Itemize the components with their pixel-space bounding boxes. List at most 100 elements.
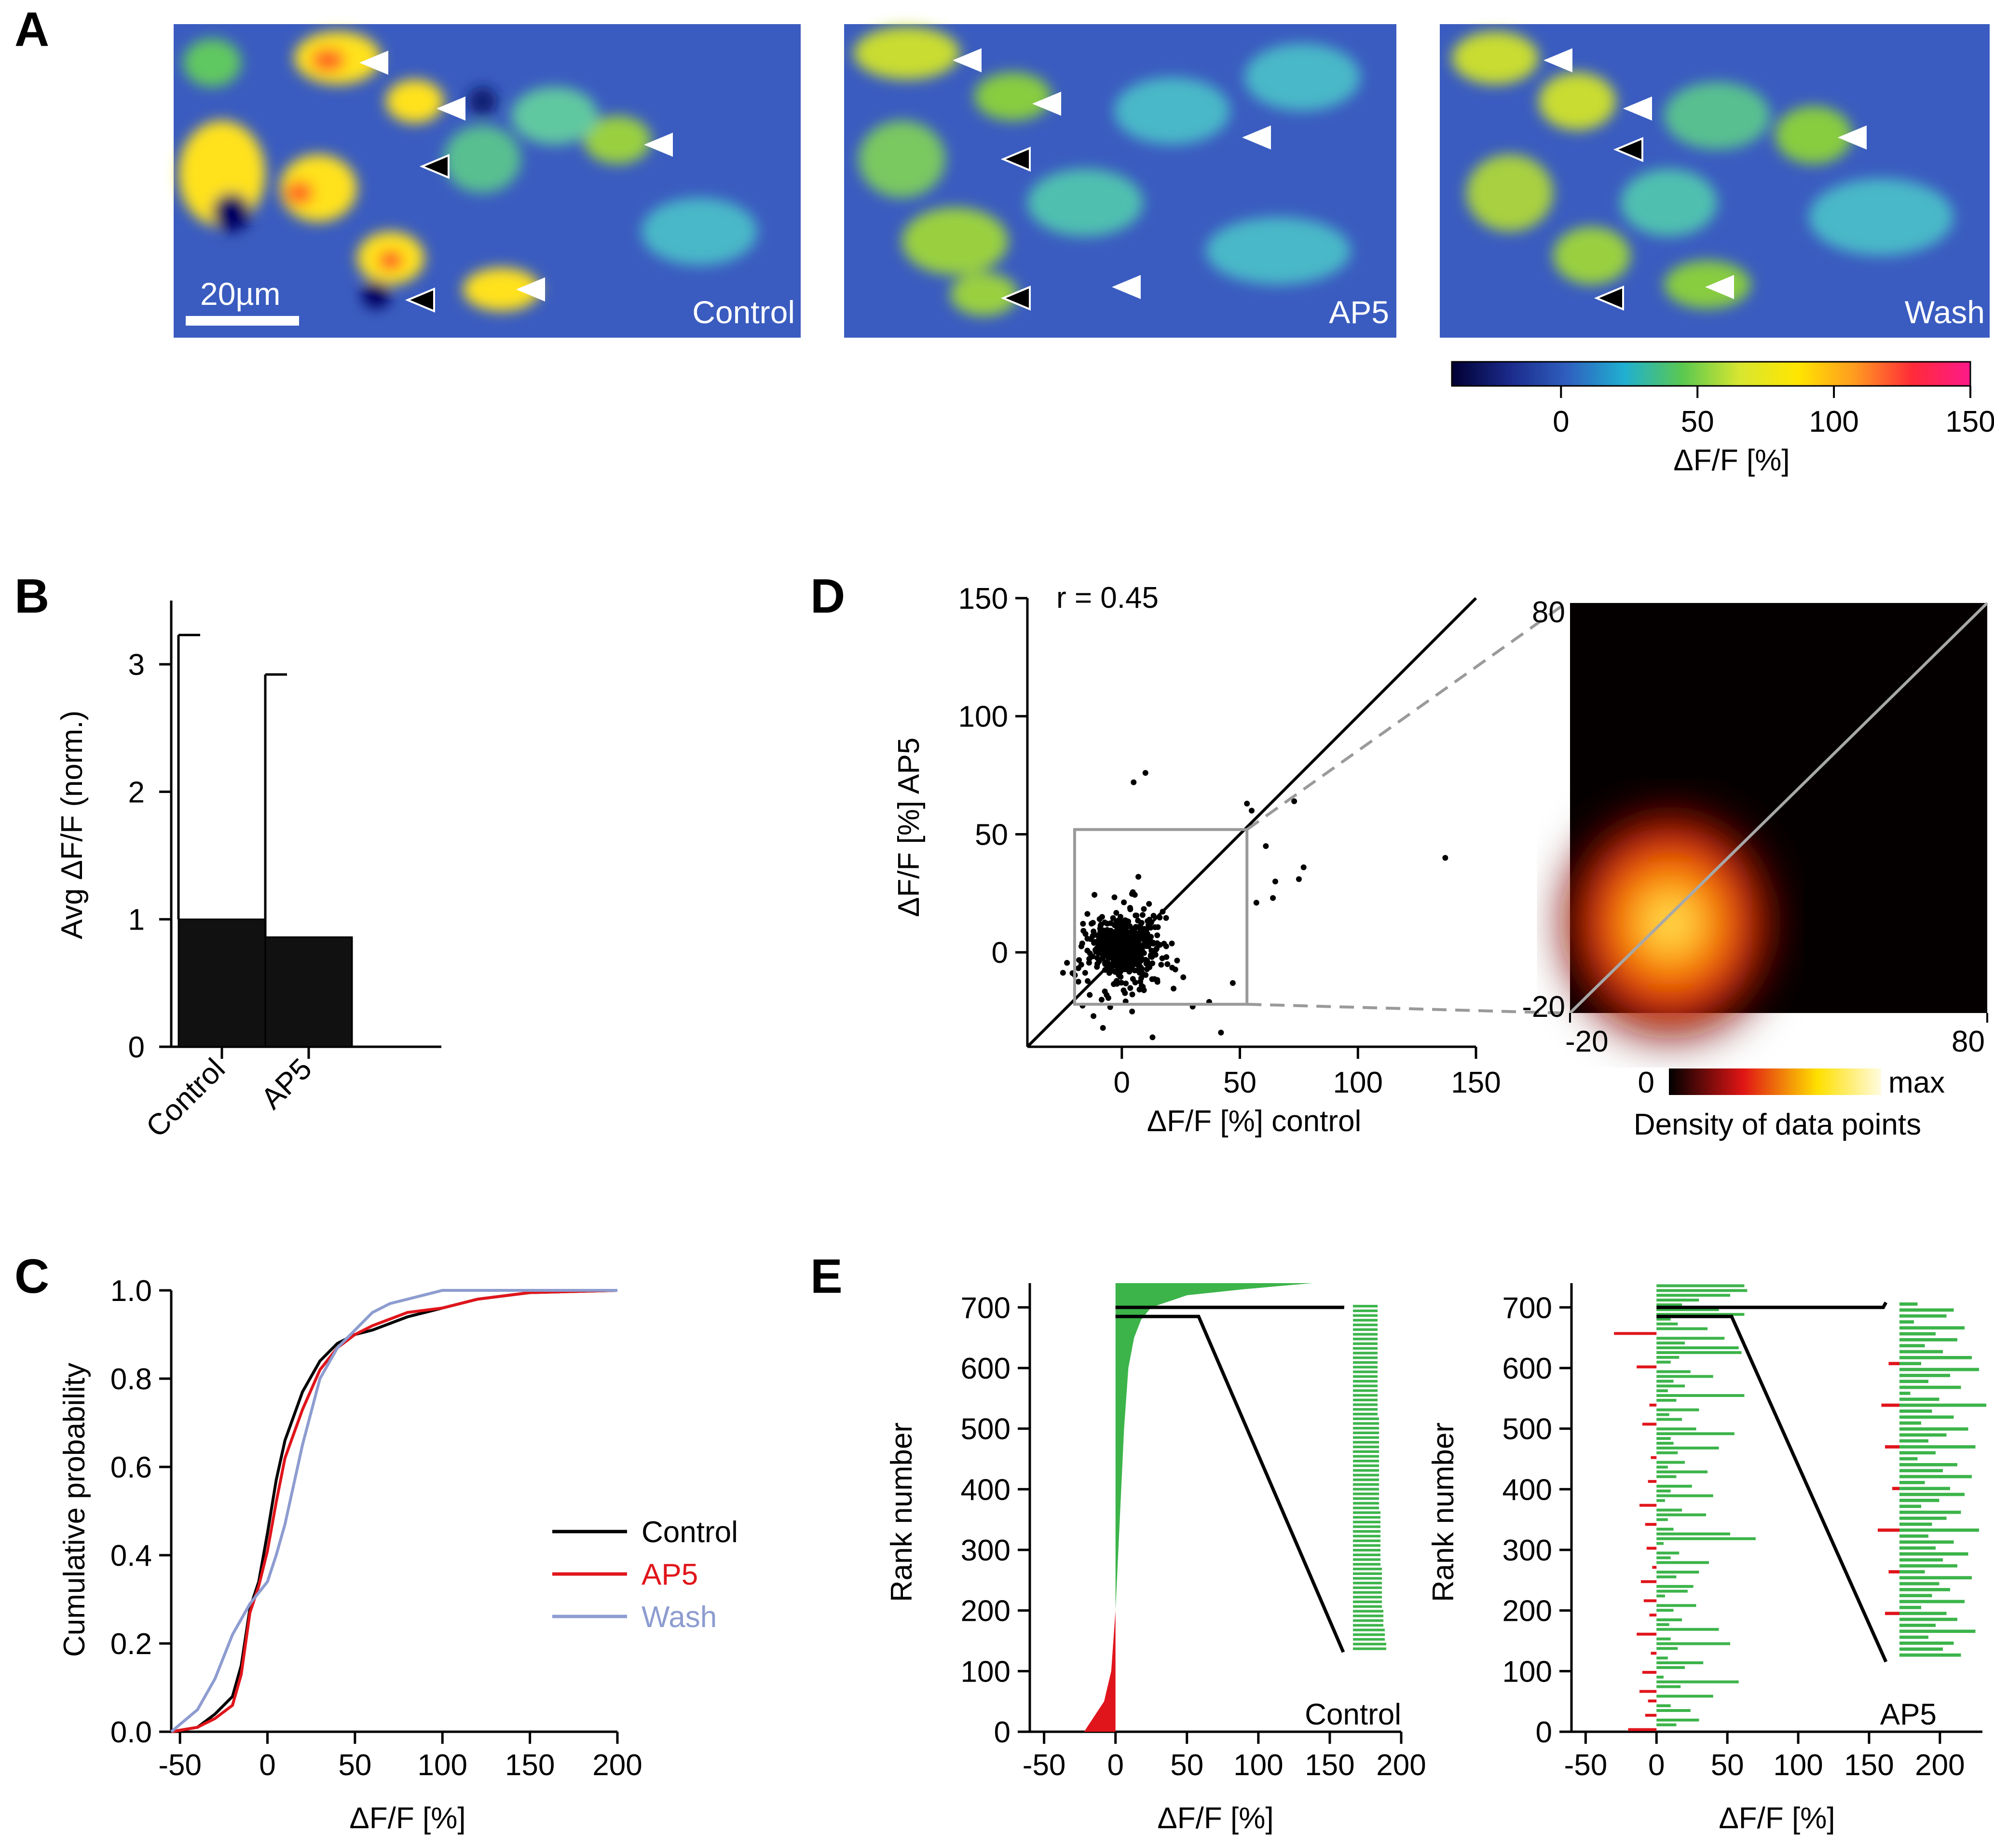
inset-bar: [1899, 1570, 1925, 1574]
x-tick-label: -20: [1565, 1025, 1609, 1058]
scatter-point: [1249, 808, 1255, 814]
inset-bar: [1899, 1457, 1918, 1461]
rank-bar-positive: [1656, 1303, 1682, 1306]
image-ap5-blobs: [854, 27, 1360, 316]
rank-bar-positive: [1656, 1294, 1731, 1297]
scatter-point: [1163, 915, 1169, 921]
rank-bar-positive: [1656, 1489, 1671, 1492]
scatter-point: [1154, 945, 1160, 952]
rank-bar-positive: [1656, 1384, 1685, 1388]
scatter-point: [1442, 855, 1448, 861]
scatter-point: [1087, 992, 1093, 998]
density-legend-bar: [1669, 1068, 1881, 1095]
inset-bar: [1899, 1653, 1961, 1657]
inset-bar-negative: [1888, 1362, 1899, 1366]
rank-bar-positive: [1656, 1441, 1674, 1445]
scatter-point: [1080, 928, 1087, 934]
scatter-point: [1114, 961, 1120, 968]
inset-bar: [1899, 1439, 1928, 1443]
black-arrowhead: [419, 153, 450, 179]
series-ap5-line: [171, 1289, 618, 1733]
scatter-point: [1135, 932, 1141, 938]
scatter-point: [1122, 990, 1128, 996]
panel-e-ap5-rank: -50 0 50 100 150 200 0 100 200 300 400 500 600 700 ΔF/…: [1427, 1283, 1986, 1835]
rank-bar-positive: [1656, 1642, 1731, 1645]
inset-bar: [1899, 1558, 1943, 1562]
black-arrowhead: [1594, 285, 1624, 311]
rank-bar-positive: [1656, 1628, 1719, 1631]
rank-bar-positive: [1656, 1389, 1668, 1393]
scatter-point: [1127, 923, 1133, 929]
rank-bar-positive: [1656, 1451, 1678, 1454]
x-tick-label: 150: [1305, 1749, 1354, 1782]
inset-bar: [1899, 1397, 1939, 1401]
y-axis-label: ΔF/F [%] AP5: [892, 738, 926, 917]
panel-letter-d: D: [810, 569, 845, 623]
density-legend-min: 0: [1638, 1066, 1654, 1099]
rank-bar-positive: [1656, 1380, 1674, 1383]
scatter-point: [1111, 894, 1118, 901]
scatter-point: [1091, 1013, 1097, 1019]
x-tick-label: 80: [1952, 1025, 1985, 1058]
scatter-point: [1119, 960, 1125, 966]
scatter-point: [1129, 991, 1135, 998]
y-tick-label: 150: [958, 582, 1008, 616]
inset-bar: [1899, 1368, 1979, 1371]
x-tick-label: AP5: [255, 1052, 318, 1116]
inset-bar: [1353, 1426, 1379, 1430]
y-tick-label: 100: [1502, 1655, 1552, 1688]
inset-bar: [1353, 1436, 1379, 1439]
legend-label-ap5: AP5: [642, 1558, 698, 1591]
scatter-point: [1158, 961, 1164, 968]
inset-bar: [1899, 1635, 1928, 1639]
scatter-point: [1100, 927, 1106, 933]
inset-bar: [1899, 1624, 1936, 1627]
rank-bar-positive: [1656, 1718, 1699, 1722]
scatter-point: [1104, 920, 1110, 927]
x-tick-label: Control: [140, 1052, 232, 1144]
x-tick-label: 100: [418, 1749, 467, 1782]
scatter-point: [1180, 974, 1187, 980]
inset-bar: [1353, 1398, 1378, 1401]
density-identity-line: [1569, 602, 1989, 1014]
inset-bar: [1899, 1492, 1965, 1496]
scatter-point: [1109, 936, 1115, 942]
inset-bar: [1899, 1528, 1979, 1532]
colorbar-tick-label: 50: [1681, 405, 1714, 438]
scatter-point: [1136, 970, 1143, 976]
rank-bar-negative: [1637, 1632, 1657, 1636]
x-axis-label: ΔF/F [%]: [349, 1802, 465, 1835]
inset-bar: [1899, 1499, 1939, 1502]
inset-bar: [1899, 1505, 1921, 1508]
rank-bar-positive: [1656, 1342, 1685, 1345]
scatter-point: [1130, 976, 1136, 982]
white-arrowhead: [1838, 125, 1867, 150]
inset-bar: [1353, 1610, 1383, 1613]
density-legend-label: Density of data points: [1634, 1108, 1921, 1141]
y-tick-label: -20: [1522, 990, 1565, 1024]
y-tick-label: 0.6: [110, 1451, 152, 1484]
scatter-point: [1094, 945, 1101, 951]
scatter-point: [1169, 940, 1175, 946]
white-arrowhead: [1705, 275, 1734, 299]
colorbar-tick-label: 150: [1945, 405, 1994, 438]
scatter-point: [1141, 950, 1147, 956]
inset-bar-negative: [1881, 1403, 1899, 1407]
x-tick-label: 150: [1451, 1066, 1501, 1099]
rank-bar-positive: [1656, 1375, 1713, 1378]
scatter-point: [1146, 901, 1152, 907]
scatter-point: [1103, 960, 1109, 967]
inset-bar: [1899, 1552, 1968, 1556]
scatter-point: [1116, 970, 1122, 976]
inset-bar: [1353, 1412, 1378, 1416]
y-tick-label: 1.0: [110, 1274, 152, 1308]
rank-bar-positive: [1656, 1666, 1685, 1669]
scale-bar: [186, 316, 299, 326]
inset-bar: [1899, 1415, 1954, 1419]
x-tick-label: 50: [338, 1749, 371, 1782]
inset-bar: [1899, 1612, 1947, 1615]
scatter-point: [1149, 976, 1155, 982]
colorbar: 0 50 100 150 ΔF/F [%]: [1451, 361, 1994, 477]
rank-bar-positive: [1656, 1322, 1678, 1326]
